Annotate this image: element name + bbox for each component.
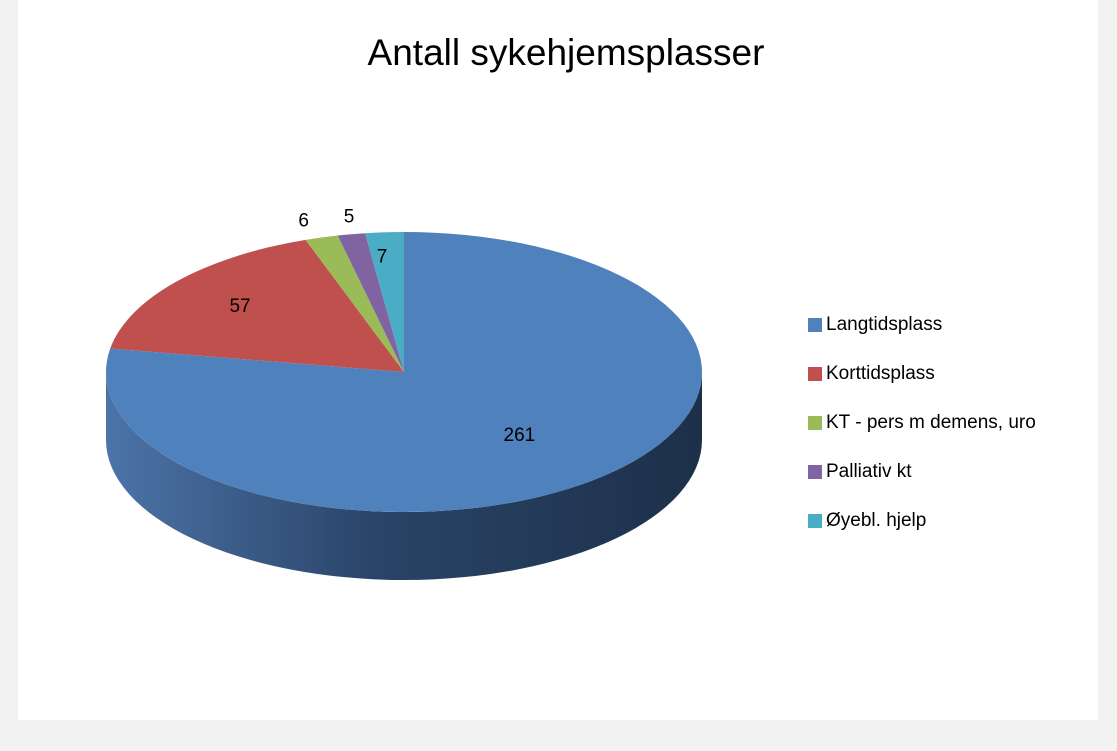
pie-slice <box>337 233 404 372</box>
legend-label: Palliativ kt <box>826 461 912 482</box>
data-label: 6 <box>298 210 309 231</box>
legend-swatch <box>808 318 822 332</box>
data-label: 5 <box>344 207 355 228</box>
legend-label: Øyebl. hjelp <box>826 510 926 531</box>
legend-swatch <box>808 367 822 381</box>
chart-title: Antall sykehjemsplasser <box>368 32 765 73</box>
pie-slice <box>365 232 404 372</box>
legend-swatch <box>808 416 822 430</box>
legend-label: Korttidsplass <box>826 363 935 384</box>
pie-slice <box>105 232 702 513</box>
data-label: 57 <box>229 296 250 317</box>
data-label: 261 <box>504 425 536 446</box>
legend-swatch <box>808 465 822 479</box>
pie-side <box>106 372 702 580</box>
pie-slice <box>110 239 404 372</box>
legend-label: Langtidsplass <box>826 314 942 335</box>
legend-swatch <box>808 514 822 528</box>
data-label: 7 <box>377 246 388 267</box>
legend-label: KT - pers m demens, uro <box>826 412 1036 433</box>
pie-slice <box>305 235 404 372</box>
